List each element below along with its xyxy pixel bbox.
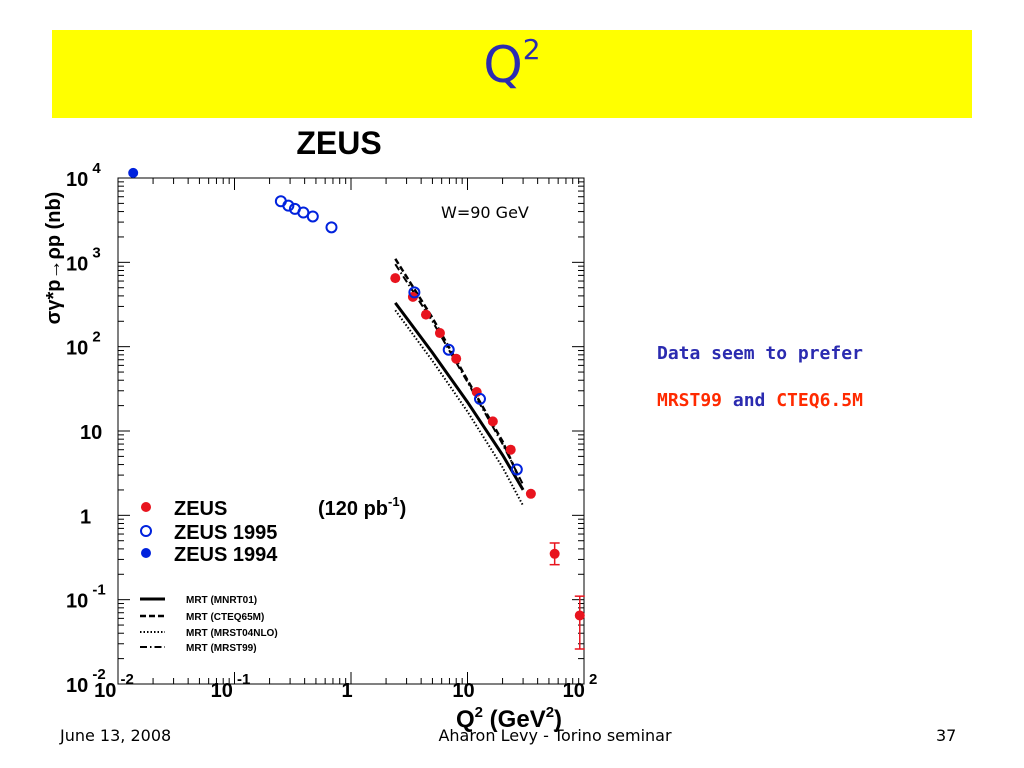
y-tick-label-base: 10: [80, 422, 102, 444]
x-axis-label-unit-post: ): [554, 706, 562, 733]
x-tick-label: 10 -1: [211, 671, 251, 702]
legend-curve-label: MRT (MRST04NLO): [186, 628, 278, 639]
legend-lumi: (120 pb-1): [318, 494, 406, 520]
legend-curve-label: MRT (MNRT01): [186, 595, 257, 606]
x-axis-label-unit-sup: 2: [546, 704, 554, 721]
y-tick-label-base: 10: [66, 253, 88, 275]
curve-solid: [394, 302, 525, 491]
x-axis-label-unit: (GeV: [483, 706, 546, 733]
x-tick-label-base: 10: [563, 680, 585, 702]
data-point-open: [408, 286, 421, 299]
annotation-w: W=90 GeV: [441, 203, 529, 222]
legend-lumi-post: ): [400, 498, 407, 520]
data-point-filled: [525, 488, 536, 499]
data-point-filled: [505, 444, 516, 455]
y-axis-label: σγ*p→ρp (nb): [43, 192, 65, 325]
y-tick-label: 1: [80, 506, 91, 528]
note-cteq: CTEQ6.5M: [776, 390, 863, 411]
x-tick-label: 10: [452, 680, 474, 702]
curve-dotted: [394, 309, 524, 507]
y-tick-label-base: 10: [66, 169, 88, 191]
slide-title-superscript: 2: [522, 33, 541, 66]
legend-marker-filled: [141, 548, 151, 558]
slide-title-text: Q: [483, 36, 523, 94]
x-axis-label-q: Q: [456, 706, 475, 733]
legend-label: ZEUS: [174, 498, 227, 520]
footer-page-number: 37: [936, 726, 957, 745]
y-tick-label-exp: 2: [88, 329, 101, 346]
x-tick-label: 1: [341, 680, 352, 702]
data-point-filled: [451, 353, 462, 364]
data-point-open: [282, 199, 295, 212]
y-tick-label-base: 10: [66, 591, 88, 613]
y-tick-label-base: 10: [66, 338, 88, 360]
axis-ticks: [117, 178, 584, 685]
curve-dashdot: [394, 263, 524, 486]
data-point-filled: [434, 328, 445, 339]
footer-center: Aharon Levy - Torino seminar: [438, 726, 672, 745]
x-tick-label-base: 10: [452, 680, 474, 702]
y-tick-label-base: 10: [66, 675, 88, 697]
note-and: and: [722, 390, 777, 411]
legend-marker-filled: [141, 502, 151, 512]
data-point-filled: [487, 416, 498, 427]
legend-label: ZEUS 1995: [174, 522, 277, 544]
y-tick-label-exp: -1: [88, 582, 106, 599]
data-point-open: [325, 221, 338, 234]
note-line-1: Data seem to prefer: [657, 343, 863, 364]
legend-lumi-text: (120 pb: [318, 498, 388, 520]
x-tick-label-exp: -1: [233, 671, 251, 688]
x-tick-label: 10 -2: [94, 671, 134, 702]
data-point-open: [442, 343, 455, 356]
x-tick-label-exp: 2: [585, 671, 598, 688]
y-tick-label: 10 4: [66, 160, 101, 191]
legend-marker-open: [140, 525, 152, 537]
plot-frame: [117, 177, 585, 685]
title-band: [52, 30, 972, 118]
data-point-filled: [420, 309, 431, 320]
data-point-filled: [128, 167, 139, 178]
y-tick-label: 10 -1: [66, 582, 106, 613]
data-point-filled: [390, 273, 401, 284]
y-tick-label-exp: -2: [88, 666, 106, 683]
slide-title: Q2: [0, 36, 1024, 91]
data-point-filled: [574, 610, 585, 621]
data-point-open: [473, 392, 486, 405]
chart-title: ZEUS: [296, 125, 381, 161]
y-tick-label: 10 3: [66, 244, 101, 275]
y-tick-label-exp: 4: [88, 160, 101, 177]
note-line-2: MRST99 and CTEQ6.5M: [657, 390, 863, 411]
x-tick-label-base: 10: [94, 680, 116, 702]
y-tick-label-base: 1: [80, 506, 91, 528]
legend-lumi-sup: -1: [388, 494, 400, 509]
x-tick-label-exp: -2: [116, 671, 134, 688]
data-points: [128, 167, 585, 650]
x-tick-label-base: 10: [211, 680, 233, 702]
legend-curve-label: MRT (CTEQ65M): [186, 612, 264, 623]
legend-label: ZEUS 1994: [174, 544, 278, 566]
x-tick-label: 10 2: [563, 671, 598, 702]
y-tick-label: 10 2: [66, 329, 101, 360]
data-point-filled: [549, 548, 560, 559]
x-axis-label-sup: 2: [475, 704, 483, 721]
data-point-open: [510, 463, 523, 476]
y-tick-label: 10: [80, 422, 102, 444]
y-tick-label-exp: 3: [88, 244, 101, 261]
legend-curve-label: MRT (MRST99): [186, 643, 257, 654]
x-axis-label: Q2 (GeV2): [456, 704, 562, 733]
y-tick-label: 10 -2: [66, 666, 106, 697]
footer-date: June 13, 2008: [60, 726, 172, 745]
data-point-open: [306, 210, 319, 223]
note-mrst99: MRST99: [657, 390, 723, 411]
x-tick-label-base: 1: [341, 680, 352, 702]
